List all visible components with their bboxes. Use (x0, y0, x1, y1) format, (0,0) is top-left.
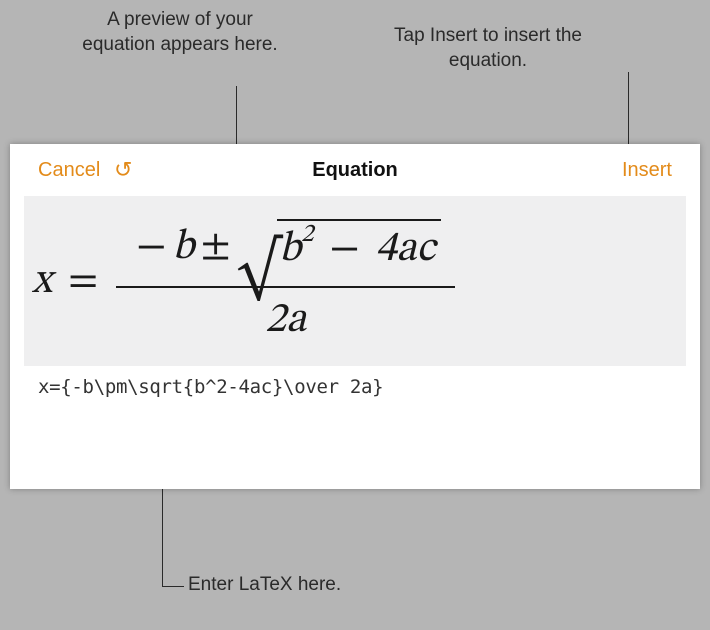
eq-fraction: −b ± √ b2 − 4ac 2a (116, 215, 455, 347)
latex-input[interactable]: x={-b\pm\sqrt{b^2-4ac}\over 2a} (24, 366, 686, 408)
eq-equals: = (62, 260, 104, 302)
equation-dialog: Cancel ↻ Equation Insert x = −b ± √ (10, 144, 700, 489)
eq-numerator: −b ± √ b2 − 4ac (116, 215, 455, 288)
eq-exp-2: 2 (301, 222, 313, 247)
eq-minus2: − (323, 228, 365, 270)
insert-button[interactable]: Insert (622, 159, 672, 182)
eq-two: 2 (265, 299, 286, 341)
eq-var-b2: b (279, 228, 301, 270)
equation-dialog-inner: Cancel ↻ Equation Insert x = −b ± √ (24, 144, 686, 489)
equation-preview: x = −b ± √ b2 − 4ac (24, 196, 686, 366)
dialog-title: Equation (312, 159, 398, 182)
equation-rendered: x = −b ± √ b2 − 4ac (32, 215, 455, 347)
eq-four: 4 (376, 228, 397, 270)
callout-leader-line (162, 586, 184, 587)
callout-preview: A preview of your equation appears here. (80, 8, 280, 57)
eq-var-c: c (417, 228, 436, 270)
eq-var-a2: a (286, 299, 306, 341)
dialog-header: Cancel ↻ Equation Insert (24, 144, 686, 196)
eq-minus: − (130, 221, 172, 274)
callout-leader-line (628, 72, 629, 153)
eq-plusminus: ± (194, 221, 236, 274)
undo-icon[interactable]: ↻ (114, 157, 132, 183)
eq-var-a: a (396, 228, 416, 270)
callout-latex: Enter LaTeX here. (188, 573, 341, 598)
eq-sqrt: √ b2 − 4ac (237, 219, 442, 276)
eq-var-x: x (32, 260, 52, 302)
callout-insert: Tap Insert to insert the equation. (358, 24, 618, 73)
cancel-button[interactable]: Cancel (38, 159, 100, 182)
eq-var-b: b (173, 221, 195, 274)
